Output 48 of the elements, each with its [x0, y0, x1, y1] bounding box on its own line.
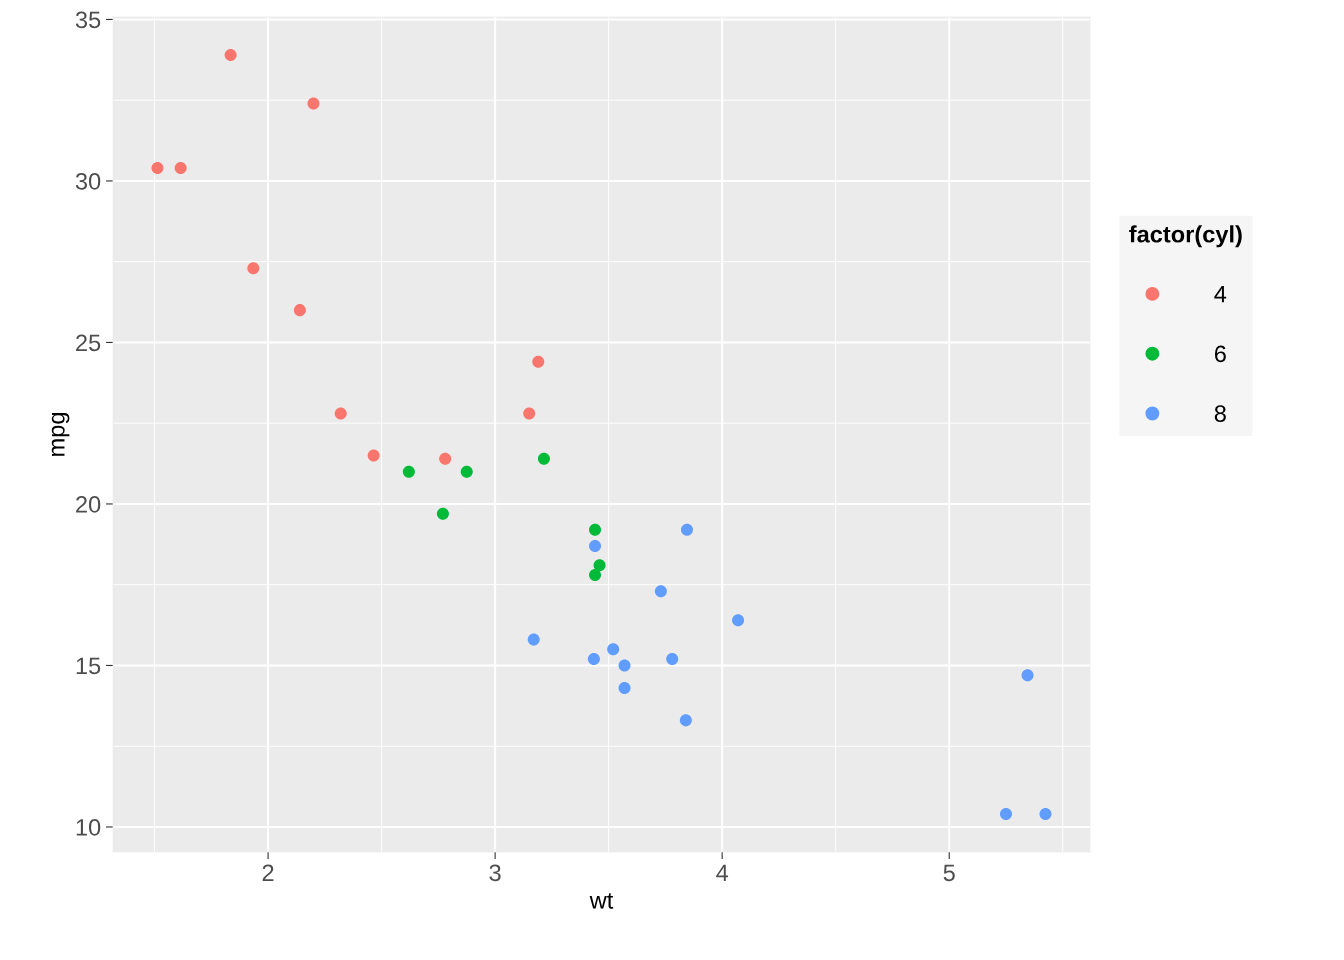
y-tick-label: 35: [75, 11, 101, 29]
point: [618, 682, 631, 695]
point: [587, 652, 600, 666]
point: [589, 523, 602, 536]
x-tick-label: 5: [943, 864, 955, 882]
point: [999, 808, 1013, 821]
point: [527, 633, 540, 646]
point: [334, 407, 347, 420]
point: [666, 652, 679, 666]
point: [307, 97, 320, 110]
point: [593, 559, 606, 572]
point: [436, 507, 449, 520]
point: [293, 304, 306, 317]
legend-title: factor(cyl): [1129, 225, 1242, 248]
point: [532, 355, 545, 368]
point: [680, 523, 693, 536]
point: [654, 585, 667, 598]
y-tick-label: 15: [76, 657, 101, 675]
point: [589, 569, 602, 582]
point: [402, 465, 415, 478]
point: [1021, 669, 1034, 682]
point: [367, 449, 380, 462]
point: [607, 643, 620, 656]
point: [537, 452, 550, 465]
legend-label: 4: [1214, 285, 1227, 303]
point: [151, 162, 164, 175]
y-tick-label: 10: [76, 819, 101, 836]
x-tick-label: 2: [262, 864, 274, 881]
y-tick-label: 20: [76, 496, 101, 513]
legend-label: 8: [1214, 405, 1226, 422]
y-tick-label: 30: [75, 173, 101, 190]
point: [732, 614, 745, 627]
point: [1039, 808, 1052, 821]
legend-label: 6: [1214, 345, 1226, 363]
x-axis-title: wt: [589, 893, 614, 909]
x-tick-label: 4: [716, 864, 729, 881]
point: [439, 452, 452, 465]
point: [679, 714, 692, 727]
y-tick-label: 25: [76, 334, 101, 352]
point: [589, 539, 602, 552]
point: [618, 659, 631, 672]
y-axis-title: mpg: [51, 413, 70, 456]
point: [523, 407, 536, 420]
point: [460, 465, 473, 478]
point: [174, 162, 187, 175]
x-tick-label: 3: [489, 864, 501, 882]
point: [224, 48, 237, 61]
point: [247, 262, 260, 275]
